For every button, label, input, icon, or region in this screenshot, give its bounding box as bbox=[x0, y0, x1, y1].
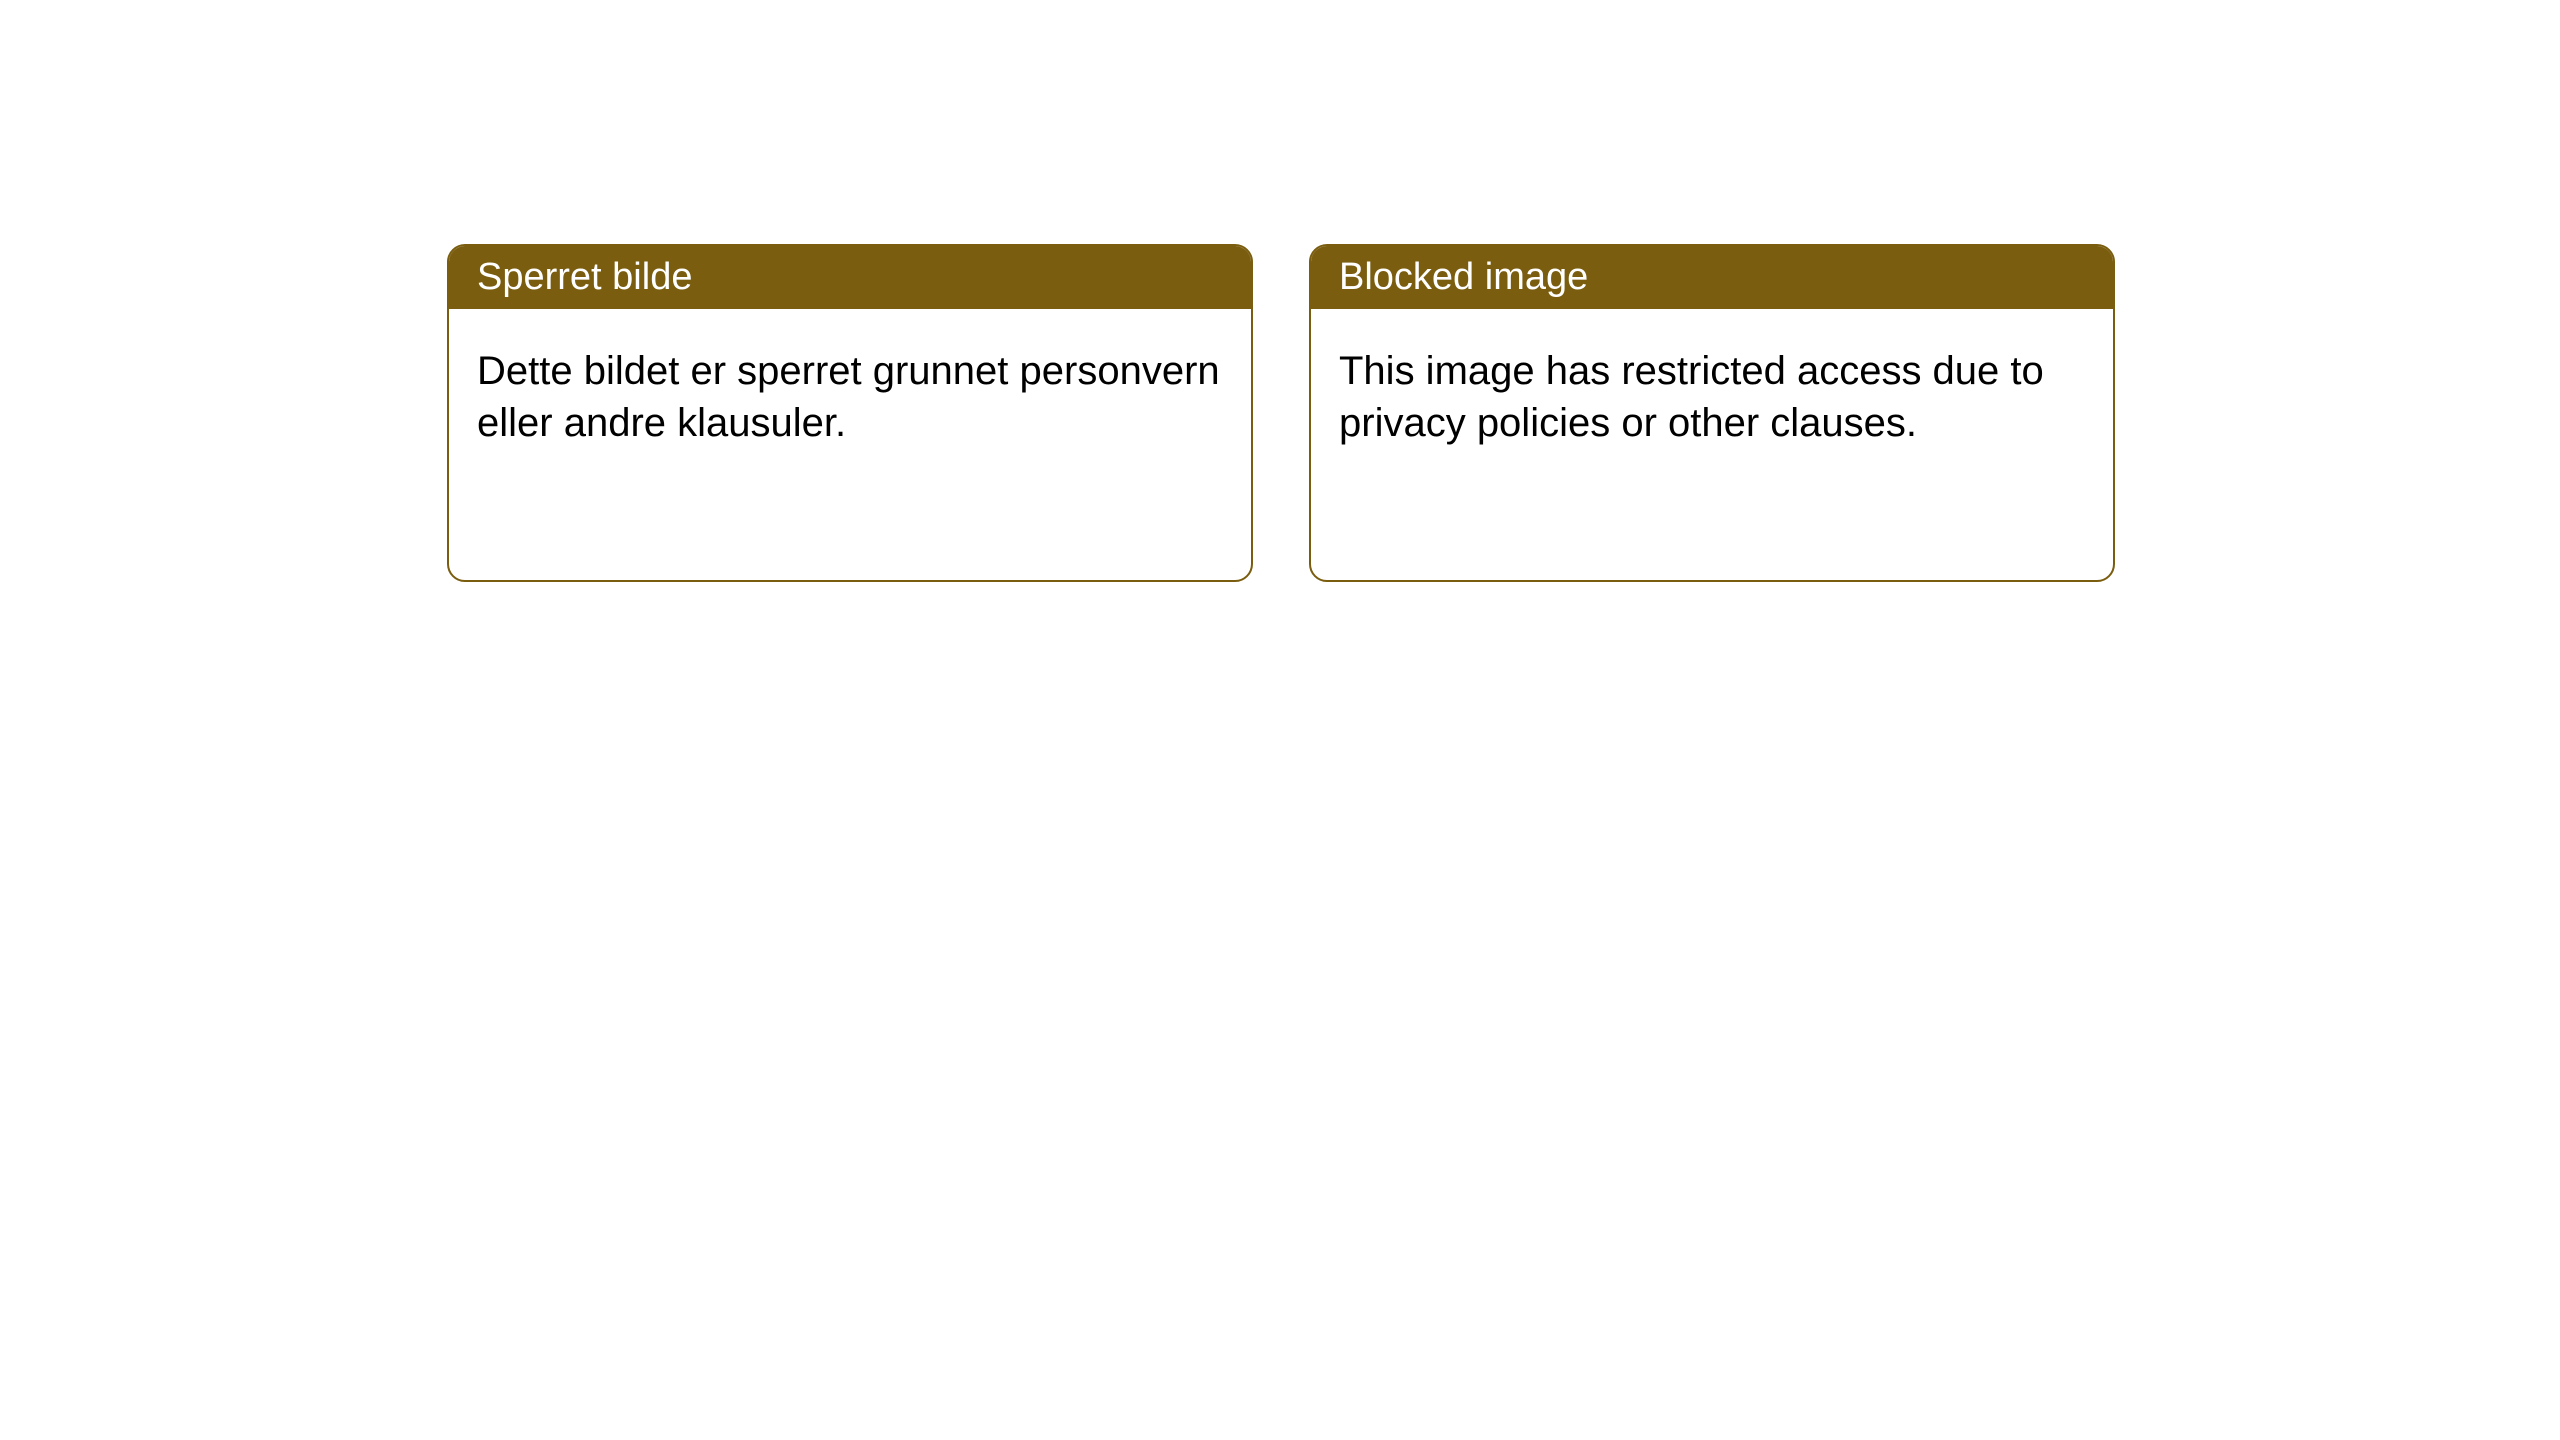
notice-card-english: Blocked image This image has restricted … bbox=[1309, 244, 2115, 582]
notice-container: Sperret bilde Dette bildet er sperret gr… bbox=[0, 0, 2560, 582]
notice-body-text: This image has restricted access due to … bbox=[1339, 349, 2044, 445]
notice-card-body: Dette bildet er sperret grunnet personve… bbox=[449, 309, 1251, 485]
notice-title: Blocked image bbox=[1339, 256, 1588, 298]
notice-body-text: Dette bildet er sperret grunnet personve… bbox=[477, 349, 1220, 445]
notice-title: Sperret bilde bbox=[477, 256, 692, 298]
notice-card-header: Sperret bilde bbox=[449, 246, 1251, 309]
notice-card-header: Blocked image bbox=[1311, 246, 2113, 309]
notice-card-body: This image has restricted access due to … bbox=[1311, 309, 2113, 485]
notice-card-norwegian: Sperret bilde Dette bildet er sperret gr… bbox=[447, 244, 1253, 582]
